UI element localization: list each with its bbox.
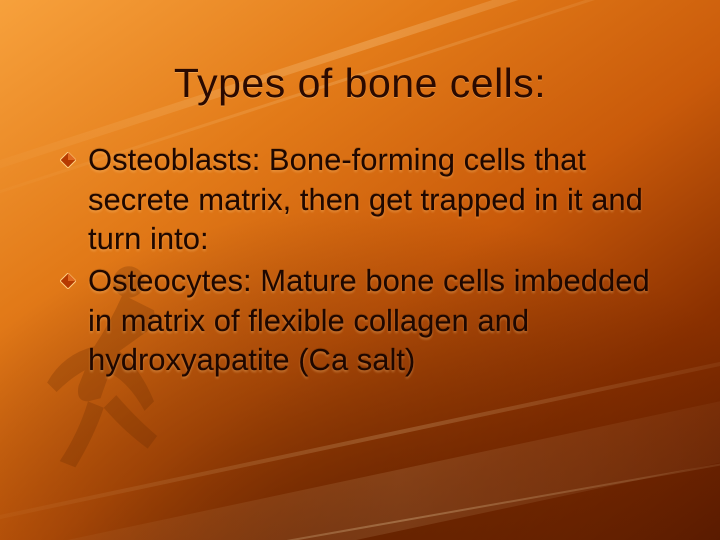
decor-streak xyxy=(0,367,720,540)
slide: Types of bone cells: Osteoblasts: Bone-f… xyxy=(0,0,720,540)
list-item: Osteocytes: Mature bone cells imbedded i… xyxy=(60,261,672,380)
slide-title: Types of bone cells: xyxy=(0,60,720,107)
list-item: Osteoblasts: Bone-forming cells that sec… xyxy=(60,140,672,259)
bullet-list: Osteoblasts: Bone-forming cells that sec… xyxy=(60,140,672,380)
diamond-bullet-icon xyxy=(60,273,76,289)
decor-streak xyxy=(0,433,720,540)
slide-body: Osteoblasts: Bone-forming cells that sec… xyxy=(60,140,672,382)
diamond-bullet-icon xyxy=(60,152,76,168)
bullet-text: Osteoblasts: Bone-forming cells that sec… xyxy=(88,142,643,256)
bullet-text: Osteocytes: Mature bone cells imbedded i… xyxy=(88,263,650,377)
